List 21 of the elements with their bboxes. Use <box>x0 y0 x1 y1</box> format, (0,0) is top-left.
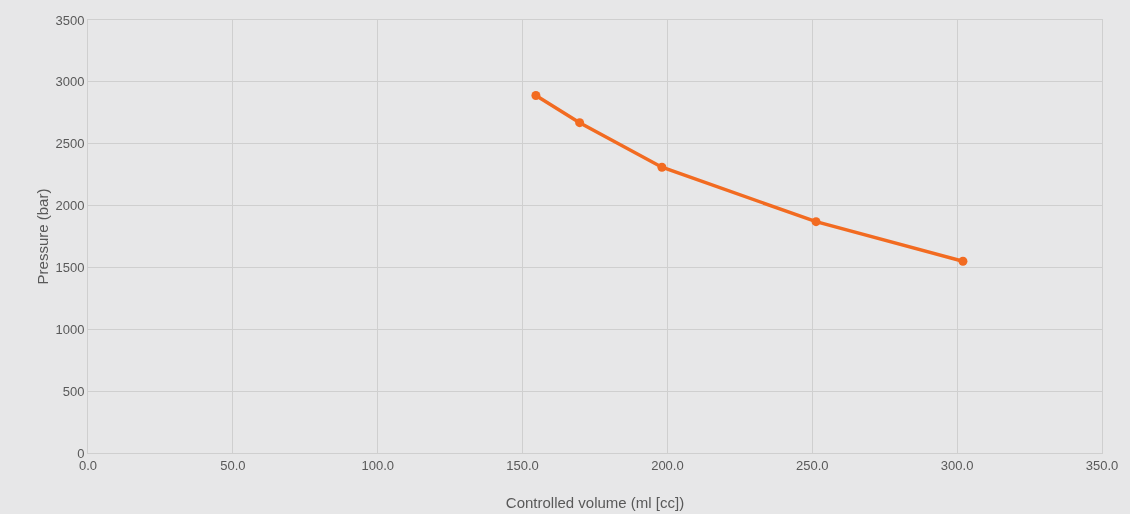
x-tick-label: 100.0 <box>361 457 394 473</box>
x-tick-label: 350.0 <box>1085 457 1119 473</box>
y-tick-label: 2000 <box>55 198 85 214</box>
y-axis-title: Pressure (bar) <box>34 188 51 285</box>
y-tick-label: 2500 <box>55 136 85 152</box>
x-tick-label: 250.0 <box>796 457 829 473</box>
point <box>575 118 585 128</box>
x-axis-title: Controlled volume (ml [cc]) <box>505 494 685 511</box>
y-tick-label: 3000 <box>55 74 85 90</box>
point <box>811 217 821 227</box>
x-tick-label: 50.0 <box>220 457 246 473</box>
x-tick-label: 150.0 <box>506 457 539 473</box>
x-tick-label: 300.0 <box>940 457 974 473</box>
x-tick-label: 200.0 <box>651 457 684 473</box>
point <box>958 256 968 266</box>
y-tick-label: 3500 <box>55 12 85 28</box>
y-tick-label: 500 <box>62 383 85 399</box>
y-tick-label: 1500 <box>55 259 85 275</box>
point <box>657 162 667 172</box>
y-tick-label: 1000 <box>55 321 85 337</box>
point <box>531 90 541 100</box>
